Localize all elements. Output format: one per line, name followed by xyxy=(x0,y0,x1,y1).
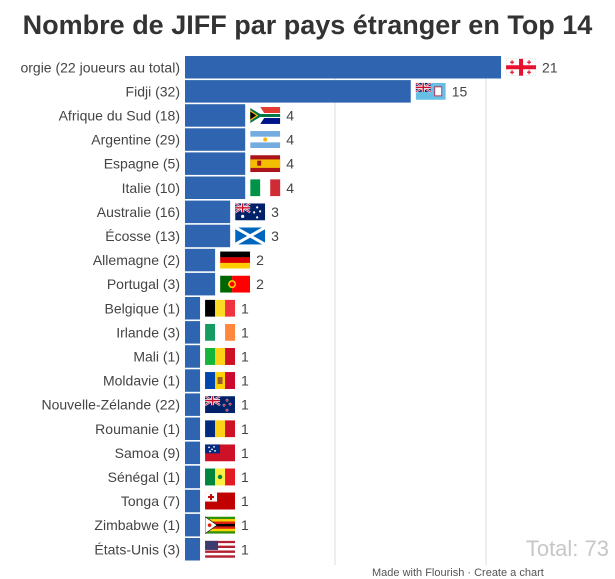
value-label: 3 xyxy=(271,228,279,244)
value-label: 4 xyxy=(286,107,294,123)
moldova-flag-icon xyxy=(205,372,236,390)
tonga-flag-icon xyxy=(205,492,236,510)
bar[interactable] xyxy=(185,489,201,513)
total-label: Total: 73 xyxy=(525,536,609,561)
chart-title: Nombre de JIFF par pays étranger en Top … xyxy=(22,10,593,40)
value-label: 2 xyxy=(256,276,264,292)
category-label: Afrique du Sud (18) xyxy=(59,107,180,123)
bar[interactable] xyxy=(185,441,201,465)
category-label: Tonga (7) xyxy=(121,493,180,509)
category-label: Moldavie (1) xyxy=(103,373,180,389)
argentina-flag-icon xyxy=(250,131,281,149)
value-label: 3 xyxy=(271,204,279,220)
category-label: Fidji (32) xyxy=(126,83,180,99)
zimbabwe-flag-icon xyxy=(205,516,236,534)
value-label: 1 xyxy=(241,541,249,557)
value-label: 1 xyxy=(241,373,249,389)
value-label: 2 xyxy=(256,252,264,268)
bar[interactable] xyxy=(185,80,411,103)
category-label: Allemagne (2) xyxy=(93,252,180,268)
category-label: Portugal (3) xyxy=(107,276,180,292)
category-label: Samoa (9) xyxy=(115,445,180,461)
category-label: Irlande (3) xyxy=(116,324,180,340)
value-label: 1 xyxy=(241,348,249,364)
bar[interactable] xyxy=(185,393,201,416)
bar[interactable] xyxy=(185,224,231,248)
value-label: 15 xyxy=(452,83,468,99)
category-label: Mali (1) xyxy=(133,348,180,364)
value-label: 4 xyxy=(286,132,294,148)
senegal-flag-icon xyxy=(205,468,236,486)
bar[interactable] xyxy=(185,272,216,296)
italy-flag-icon xyxy=(250,179,281,197)
bar[interactable] xyxy=(185,104,246,127)
portugal-flag-icon xyxy=(220,275,251,293)
value-label: 1 xyxy=(241,300,249,316)
category-label: Espagne (5) xyxy=(104,156,180,172)
value-label: 1 xyxy=(241,397,249,413)
category-label: Italie (10) xyxy=(122,180,180,196)
south-africa-flag-icon xyxy=(250,106,281,124)
value-label: 1 xyxy=(241,324,249,340)
value-label: 4 xyxy=(286,180,294,196)
georgia-flag-icon xyxy=(506,58,537,76)
value-label: 1 xyxy=(241,421,249,437)
bar[interactable] xyxy=(185,128,246,151)
usa-flag-icon xyxy=(205,540,236,558)
fiji-flag-icon xyxy=(415,82,446,100)
made-with-flourish-link[interactable]: Made with Flourish · Create a chart xyxy=(372,567,544,579)
category-label: Argentine (29) xyxy=(91,132,180,148)
bar[interactable] xyxy=(185,297,201,320)
samoa-flag-icon xyxy=(205,444,236,462)
bar[interactable] xyxy=(185,152,246,175)
category-label: Sénégal (1) xyxy=(108,469,180,485)
category-label: Roumanie (1) xyxy=(95,421,180,437)
new-zealand-flag-icon xyxy=(205,396,236,414)
bar[interactable] xyxy=(185,176,246,200)
value-label: 1 xyxy=(241,517,249,533)
category-label: États-Unis (3) xyxy=(94,541,180,557)
bar[interactable] xyxy=(185,345,201,368)
bar[interactable] xyxy=(185,465,201,489)
bar[interactable] xyxy=(185,200,231,224)
ireland-flag-icon xyxy=(205,323,236,341)
bar[interactable] xyxy=(185,321,201,344)
australia-flag-icon xyxy=(235,203,266,221)
category-label: Nouvelle-Zélande (22) xyxy=(41,397,180,413)
category-label: Zimbabwe (1) xyxy=(94,517,180,533)
belgium-flag-icon xyxy=(205,299,236,317)
scotland-flag-icon xyxy=(235,227,266,245)
value-label: 1 xyxy=(241,493,249,509)
germany-flag-icon xyxy=(220,251,251,269)
spain-flag-icon xyxy=(250,155,281,173)
category-label: Australie (16) xyxy=(97,204,180,220)
bar[interactable] xyxy=(185,56,502,79)
value-label: 1 xyxy=(241,445,249,461)
mali-flag-icon xyxy=(205,347,236,365)
category-label: Écosse (13) xyxy=(105,228,180,244)
bar[interactable] xyxy=(185,369,201,392)
bar[interactable] xyxy=(185,417,201,441)
value-label: 21 xyxy=(542,59,558,75)
value-label: 4 xyxy=(286,156,294,172)
category-label: Belgique (1) xyxy=(105,300,181,316)
romania-flag-icon xyxy=(205,420,236,438)
bar[interactable] xyxy=(185,248,216,272)
bar[interactable] xyxy=(185,513,201,537)
bar[interactable] xyxy=(185,538,201,561)
value-label: 1 xyxy=(241,469,249,485)
category-label: orgie (22 joueurs au total) xyxy=(20,59,180,75)
